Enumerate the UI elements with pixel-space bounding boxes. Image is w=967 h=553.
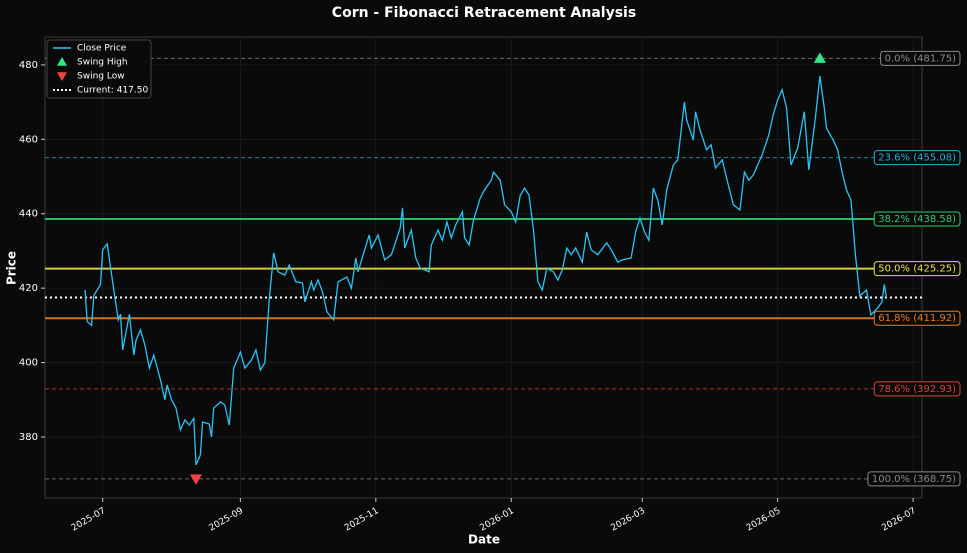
legend-label: Swing Low [77, 72, 125, 82]
fib-label: 38.2% (438.58) [878, 214, 956, 225]
legend-symbol [57, 57, 67, 66]
fib-label-box [873, 381, 961, 397]
price-line [84, 76, 888, 466]
fib-label-box [873, 261, 961, 277]
swing-marker [813, 52, 826, 63]
legend: Close Price Swing High Swing Low Current: 4… [46, 39, 152, 99]
y-tick-label: 420 [19, 283, 38, 294]
fib-label: 100.0% (368.75) [872, 474, 956, 485]
fib-label-box [873, 150, 961, 166]
legend-symbol [57, 72, 67, 81]
x-axis-label: Date [468, 533, 500, 547]
y-tick-label: 400 [19, 358, 38, 369]
legend-label: Close Price [77, 44, 127, 54]
chart-title: Corn - Fibonacci Retracement Analysis [332, 5, 636, 21]
y-tick-label: 380 [19, 432, 38, 443]
fib-label-box [867, 471, 961, 487]
y-tick-label: 480 [19, 60, 38, 71]
fib-label: 61.8% (411.92) [878, 313, 956, 324]
y-tick-label: 460 [19, 134, 38, 145]
swing-marker [189, 474, 202, 485]
y-axis-label: Price [5, 251, 19, 285]
legend-label: Swing High [77, 58, 128, 68]
fib-label-box [873, 211, 961, 227]
fib-label: 0.0% (481.75) [885, 53, 956, 64]
plot-area [44, 36, 923, 499]
fib-label: 23.6% (455.08) [878, 153, 956, 164]
fib-label: 50.0% (425.25) [878, 264, 956, 275]
fib-label-box [873, 310, 961, 326]
legend-box [46, 39, 152, 99]
fib-label: 78.6% (392.93) [878, 384, 956, 395]
fib-label-box [880, 50, 961, 66]
y-tick-label: 440 [19, 209, 38, 220]
legend-label: Current: 417.50 [77, 86, 148, 96]
